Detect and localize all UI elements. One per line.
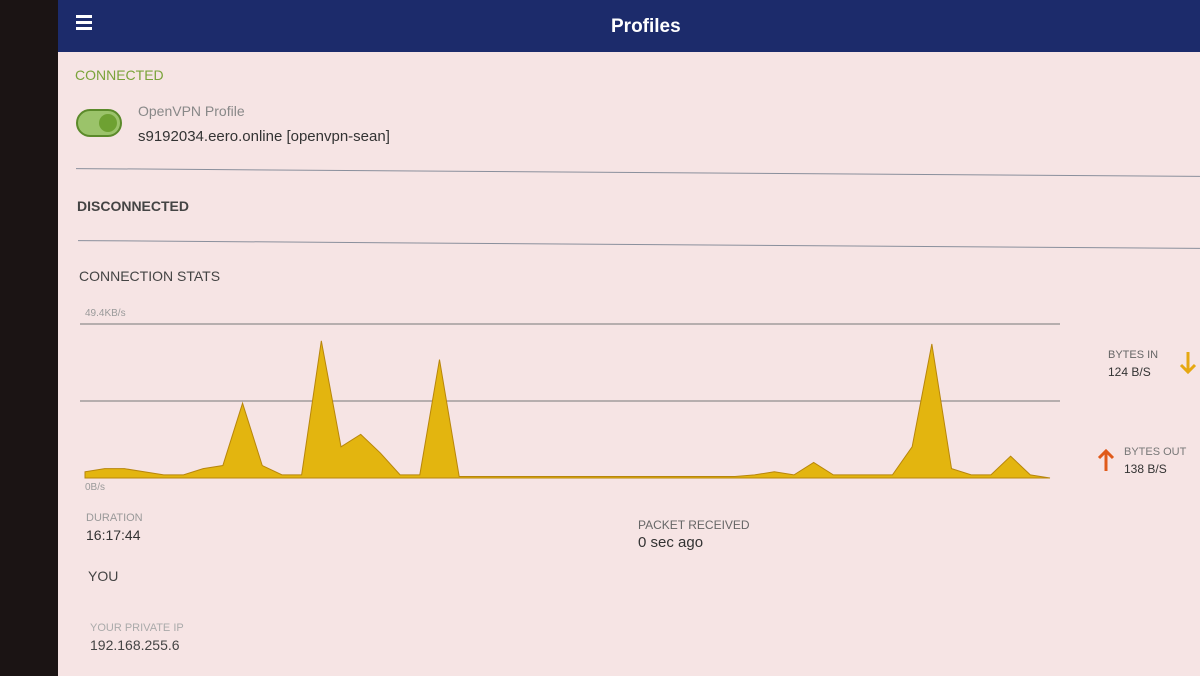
private-ip-value: 192.168.255.6: [90, 637, 180, 653]
section-heading: YOU: [88, 568, 119, 584]
y-tick-label: 0B/s: [85, 482, 105, 493]
section-heading: CONNECTED: [75, 67, 164, 83]
app-bar: Profiles: [58, 0, 1200, 52]
packet-value: 0 sec ago: [638, 534, 704, 551]
packet-label: PACKET RECEIVED: [638, 518, 750, 532]
menu-button[interactable]: [66, 4, 106, 44]
traffic-chart: 0B/s 49.4KB/s: [80, 308, 1060, 493]
app-title: Profiles: [611, 16, 681, 37]
screen: [58, 0, 1200, 676]
section-heading: DISCONNECTED: [77, 198, 190, 214]
bytes-in-value: 124 B/S: [1108, 365, 1151, 379]
profile-server[interactable]: s9192034.eero.online [openvpn-sean]: [138, 128, 390, 145]
private-ip-label: YOUR PRIVATE IP: [90, 622, 184, 634]
duration-label: DURATION: [86, 512, 143, 524]
bytes-out-label: BYTES OUT: [1124, 446, 1187, 458]
traffic-area: [84, 340, 1051, 479]
bytes-in-label: BYTES IN: [1108, 349, 1159, 361]
section-heading: CONNECTION STATS: [79, 268, 221, 284]
y-tick-label: 49.4KB/s: [85, 308, 126, 319]
profile-name[interactable]: OpenVPN Profile: [138, 103, 245, 119]
download-arrow: [1179, 352, 1197, 375]
bytes-out-value: 138 B/S: [1124, 462, 1167, 476]
upload-arrow: [1097, 448, 1115, 471]
profile-toggle[interactable]: [75, 108, 125, 138]
duration-value: 16:17:44: [86, 527, 141, 543]
